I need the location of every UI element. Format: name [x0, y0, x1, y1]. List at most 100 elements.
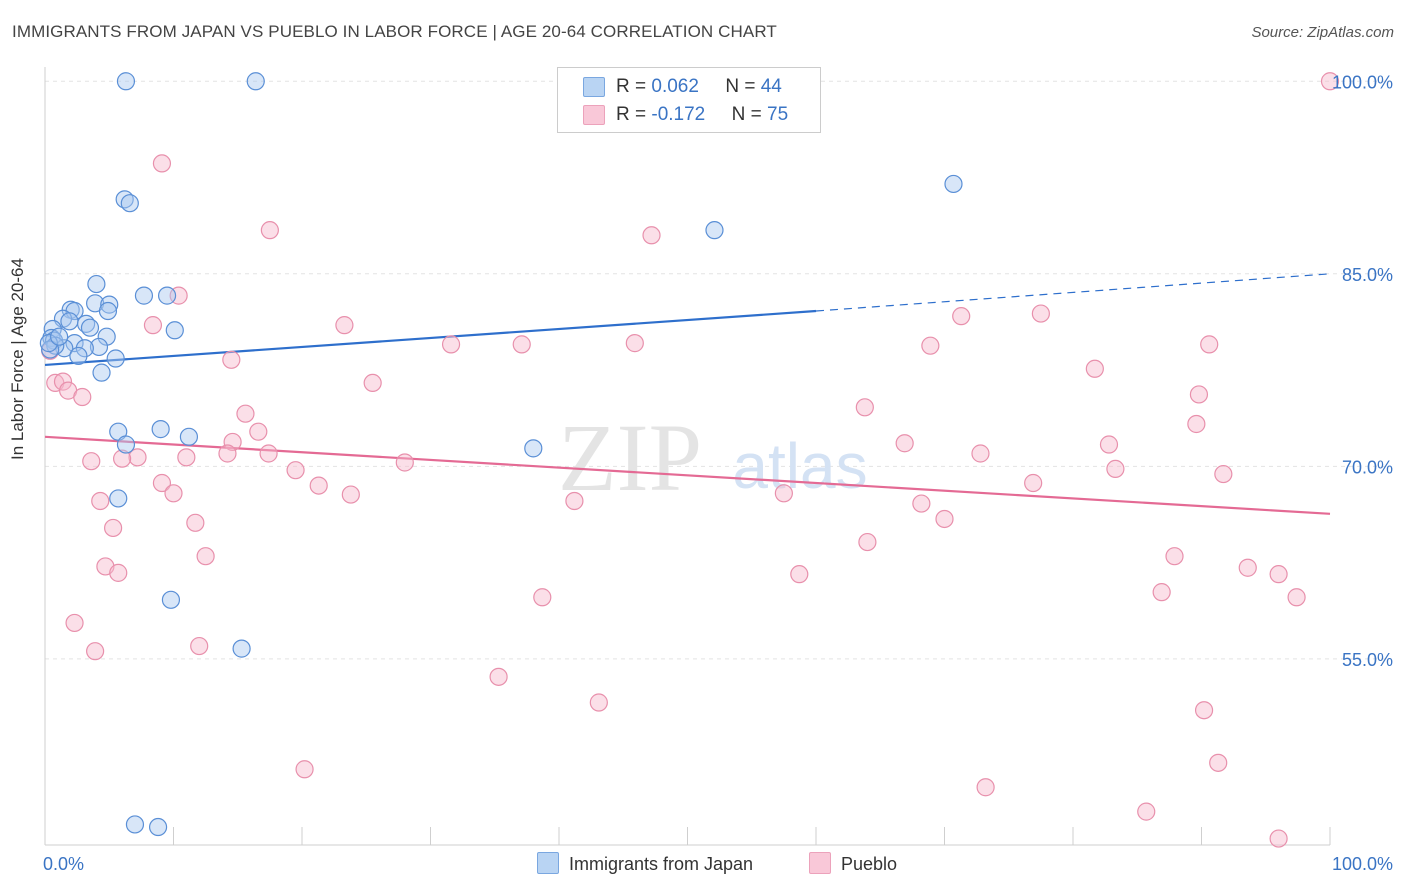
point-pueblo	[128, 448, 147, 467]
point-japan	[151, 420, 170, 439]
point-pueblo	[1165, 547, 1184, 566]
point-pueblo	[1214, 464, 1233, 484]
trend-lines	[44, 273, 1331, 515]
point-pueblo	[489, 667, 508, 686]
point-pueblo	[441, 335, 461, 354]
point-japan	[705, 221, 724, 240]
point-japan	[116, 435, 136, 454]
bottom-legend-label-japan: Immigrants from Japan	[569, 854, 754, 874]
point-japan	[80, 318, 100, 337]
point-pueblo	[790, 565, 809, 584]
y-tick-label: 70.0%	[1342, 457, 1393, 477]
point-japan	[41, 340, 60, 359]
point-pueblo	[295, 760, 314, 779]
point-pueblo	[625, 334, 644, 353]
point-pueblo	[895, 434, 914, 453]
bottom-legend-pueblo: Pueblo	[809, 852, 897, 875]
point-pueblo	[152, 154, 172, 173]
legend-r-label: R =	[616, 104, 652, 125]
point-japan	[120, 194, 139, 213]
point-pueblo	[1194, 701, 1214, 720]
point-japan	[116, 72, 136, 91]
y-tick-label: 100.0%	[1332, 72, 1393, 92]
point-japan	[87, 274, 106, 294]
point-pueblo	[177, 448, 196, 467]
legend-r-value-japan: 0.062	[651, 76, 699, 97]
trend-line-japan-extension	[815, 273, 1331, 312]
point-japan	[134, 286, 154, 305]
point-pueblo	[1320, 72, 1340, 91]
point-pueblo	[259, 444, 278, 463]
point-pueblo	[642, 226, 661, 245]
point-japan	[232, 639, 251, 658]
point-pueblo	[1187, 414, 1206, 434]
point-japan	[246, 72, 265, 91]
point-pueblo	[335, 316, 354, 335]
point-pueblo	[1152, 583, 1171, 602]
point-pueblo	[855, 398, 874, 417]
point-pueblo	[236, 404, 255, 423]
point-pueblo	[286, 461, 305, 480]
chart-title: IMMIGRANTS FROM JAPAN VS PUEBLO IN LABOR…	[12, 22, 777, 41]
bottom-legend-label-pueblo: Pueblo	[841, 854, 898, 874]
point-pueblo	[1099, 435, 1119, 454]
point-pueblo	[533, 588, 552, 607]
y-axis-label: In Labor Force | Age 20-64	[8, 258, 27, 460]
point-pueblo	[65, 613, 84, 633]
trend-line-japan	[44, 309, 817, 367]
watermark-zip: ZIP	[558, 404, 702, 511]
point-pueblo	[512, 335, 531, 354]
point-pueblo	[222, 350, 241, 369]
legend-n-label: N =	[731, 104, 768, 125]
point-pueblo	[395, 453, 414, 472]
point-japan	[109, 489, 128, 508]
point-pueblo	[223, 432, 242, 452]
point-pueblo	[1200, 335, 1219, 354]
point-japan	[944, 174, 963, 194]
legend-row-japan: R = 0.062 N = 44	[583, 76, 782, 98]
point-pueblo	[152, 473, 172, 493]
point-pueblo	[190, 636, 209, 656]
legend-swatch-pueblo	[583, 105, 605, 125]
point-pueblo	[912, 494, 931, 513]
bottom-legend-swatch-pueblo	[809, 852, 831, 874]
point-pueblo	[104, 518, 123, 538]
point-pueblo	[976, 778, 995, 797]
point-pueblo	[363, 373, 382, 393]
point-japan	[524, 439, 543, 458]
point-pueblo	[1031, 304, 1050, 323]
point-pueblo	[1238, 558, 1257, 577]
correlation-legend: R = 0.062 N = 44 R = -0.172 N = 75	[557, 67, 821, 133]
point-pueblo	[1137, 802, 1156, 821]
point-japan	[148, 817, 168, 837]
point-pueblo	[186, 513, 205, 532]
point-japan	[89, 337, 109, 357]
legend-n-value-japan: 44	[760, 76, 782, 97]
point-pueblo	[1024, 473, 1043, 493]
y-tick-label: 55.0%	[1342, 650, 1393, 670]
point-pueblo	[1106, 459, 1125, 479]
point-pueblo	[341, 485, 360, 504]
point-pueblo	[589, 693, 608, 712]
trend-line-pueblo	[44, 435, 1331, 515]
point-pueblo	[143, 316, 163, 335]
tick-labels: 55.0% 70.0% 85.0% 100.0% 0.0% 100.0%	[43, 72, 1393, 874]
bottom-legend-swatch-japan	[537, 852, 559, 874]
point-japan	[97, 327, 116, 346]
point-pueblo	[1287, 588, 1306, 607]
point-japan	[60, 312, 79, 331]
point-pueblo	[112, 449, 132, 468]
x-tick-label: 100.0%	[1332, 854, 1393, 874]
point-pueblo	[164, 484, 183, 503]
point-pueblo	[196, 547, 215, 566]
point-pueblo	[249, 422, 268, 441]
point-pueblo	[858, 532, 877, 552]
point-japan	[92, 363, 111, 382]
bottom-legend-japan: Immigrants from Japan	[537, 852, 753, 875]
point-pueblo	[774, 484, 793, 503]
data-points	[39, 72, 1340, 848]
point-pueblo	[82, 452, 101, 471]
point-pueblo	[1189, 385, 1209, 404]
point-pueblo	[1269, 829, 1288, 848]
